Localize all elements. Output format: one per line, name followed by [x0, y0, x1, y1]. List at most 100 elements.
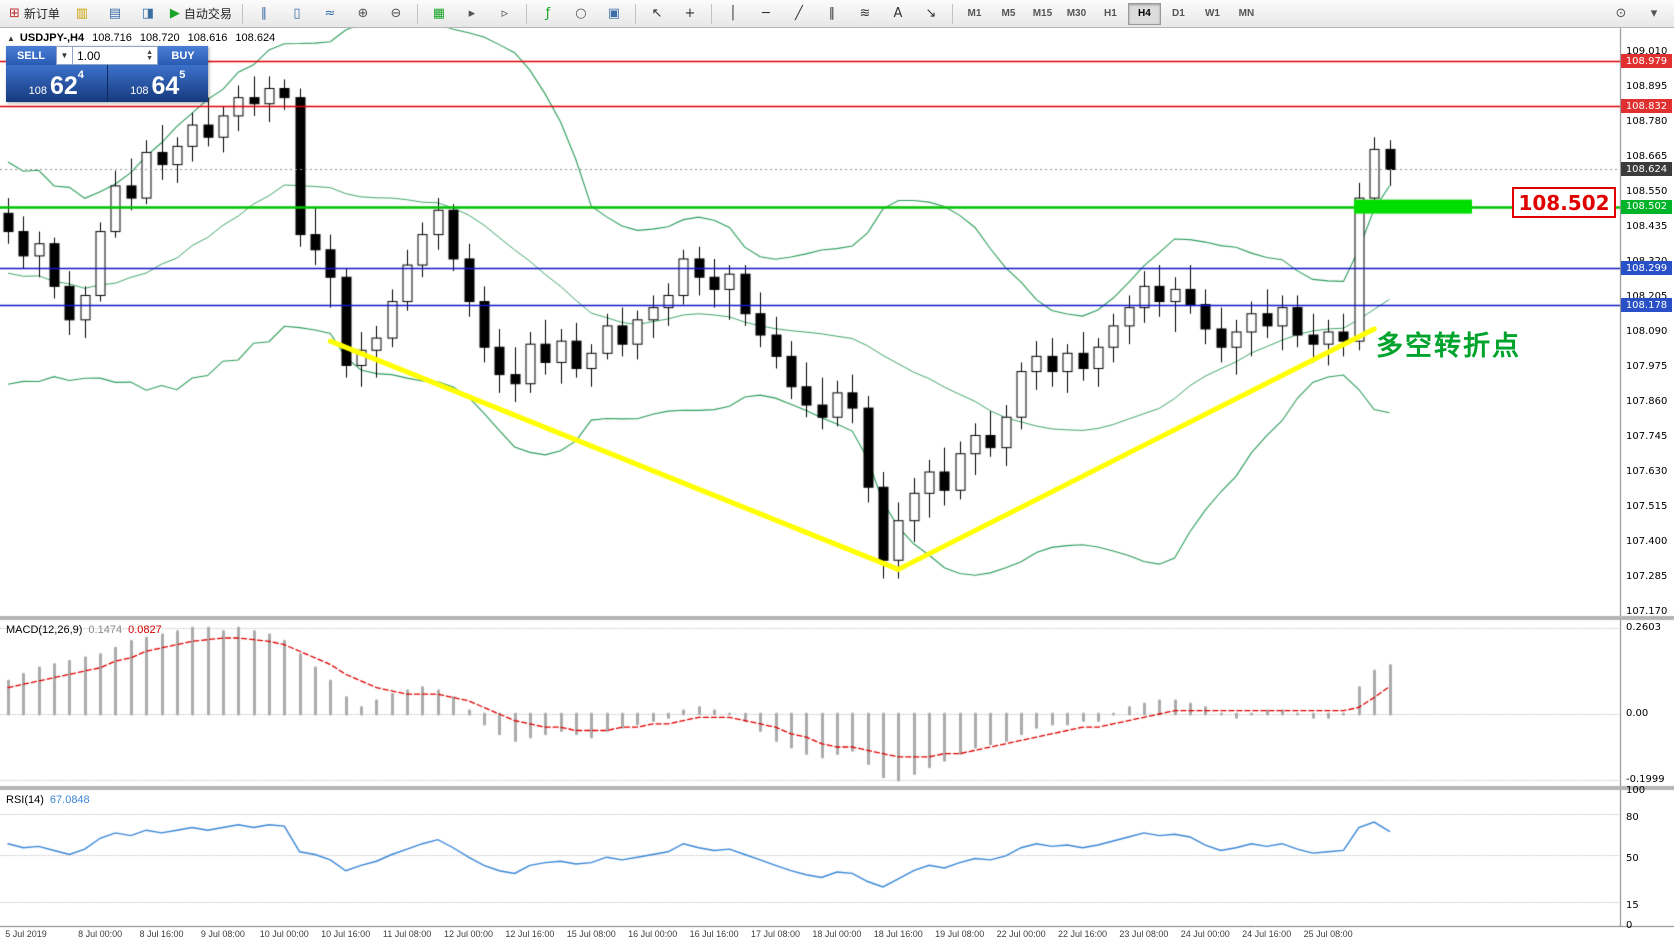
- zoom-out-button[interactable]: ⊖: [380, 2, 412, 26]
- pane-splitter[interactable]: [0, 616, 1674, 621]
- sell-price-figure: 108: [28, 85, 47, 97]
- templates-icon: ▣: [607, 6, 621, 21]
- time-axis-label: 8 Jul 16:00: [139, 929, 184, 939]
- timeframe-toolbar: M1 M5 M15 M30 H1 H4 D1 W1 MN: [958, 2, 1263, 25]
- time-axis-label: 17 Jul 08:00: [750, 929, 801, 939]
- vertical-line-icon: │: [729, 6, 737, 21]
- candlestick-chart-button[interactable]: ▯: [281, 2, 313, 26]
- toolbar-right-group: ⊙ ▾: [1605, 2, 1670, 26]
- macd-indicator-label: MACD(12,26,9) 0.1474 0.0827: [6, 624, 162, 636]
- periods-button[interactable]: ○: [565, 2, 597, 26]
- indicators-button[interactable]: ƒ: [532, 2, 564, 26]
- macd-tick-label: 0.00: [1626, 708, 1649, 719]
- fibonacci-button[interactable]: ≋: [849, 2, 881, 26]
- autotrading-label: 自动交易: [183, 7, 232, 21]
- zoom-in-button[interactable]: ⊕: [347, 2, 379, 26]
- pane-splitter[interactable]: [0, 786, 1674, 791]
- time-axis-label: 11 Jul 08:00: [382, 929, 432, 939]
- templates-button[interactable]: ▣: [598, 2, 630, 26]
- channel-button[interactable]: ∥: [816, 2, 848, 26]
- line-chart-button[interactable]: ≈: [314, 2, 346, 26]
- buy-header[interactable]: BUY: [158, 46, 208, 65]
- price-tick-label: 107.745: [1626, 431, 1668, 442]
- sell-header[interactable]: SELL: [6, 46, 56, 65]
- price-tick-label: 107.860: [1626, 396, 1668, 407]
- rsi-tick-label: 50: [1626, 852, 1639, 864]
- time-axis-label: 10 Jul 00:00: [259, 929, 309, 939]
- market-watch-button[interactable]: ▤: [99, 2, 131, 26]
- timeframe-m5-button[interactable]: M5: [1001, 8, 1016, 19]
- layout-icon: ▾: [1650, 6, 1658, 21]
- horizontal-line-button[interactable]: ─: [750, 2, 782, 26]
- navigator-button[interactable]: ◨: [132, 2, 164, 26]
- new-order-button[interactable]: ⊞ 新订单: [4, 2, 65, 26]
- price-badge-108.832: 108.832: [1621, 99, 1672, 114]
- layout-button[interactable]: ▾: [1638, 2, 1670, 26]
- collapse-panel-icon[interactable]: ▲: [7, 33, 15, 43]
- chart-window-button[interactable]: ▥: [66, 2, 98, 26]
- time-axis-label: 9 Jul 08:00: [200, 929, 245, 939]
- price-tick-label: 108.090: [1626, 326, 1668, 337]
- arrow-tool-button[interactable]: ↘: [915, 2, 947, 26]
- auto-scroll-icon: ▸: [468, 6, 476, 21]
- tile-windows-button[interactable]: ▦: [423, 2, 455, 26]
- price-tick-label: 108.780: [1626, 116, 1668, 127]
- timeframe-m1-button[interactable]: M1: [967, 8, 982, 19]
- order-type-dropdown[interactable]: ▼: [56, 46, 73, 65]
- toolbar-left-group: ⊞ 新订单 ▥ ▤ ◨ ▶ 自动交易 ∥ ▯ ≈ ⊕ ⊖ ▦ ▸ ▹ ƒ ○ ▣ ↖ + │ ─ ╱ ∥ ≋ A ↘: [4, 2, 957, 26]
- tile-windows-icon: ▦: [432, 6, 446, 21]
- trendline-button[interactable]: ╱: [783, 2, 815, 26]
- bar-open: 108.716: [92, 32, 132, 44]
- price-level-label[interactable]: 108.502: [1512, 187, 1616, 218]
- time-axis-label: 23 Jul 08:00: [1119, 929, 1169, 939]
- timeframe-h1-button[interactable]: H1: [1104, 8, 1117, 19]
- price-tick-label: 108.895: [1626, 81, 1668, 92]
- bar-low: 108.616: [187, 32, 228, 44]
- auto-scroll-button[interactable]: ▸: [456, 2, 488, 26]
- cursor-button[interactable]: ↖: [641, 2, 673, 26]
- channel-icon: ∥: [828, 6, 836, 21]
- timeframe-d1-button[interactable]: D1: [1172, 8, 1185, 19]
- timeframe-h4-button[interactable]: H4: [1127, 2, 1161, 25]
- crosshair-button[interactable]: +: [674, 2, 706, 26]
- search-button[interactable]: ⊙: [1605, 2, 1637, 26]
- timeframe-w1-button[interactable]: W1: [1204, 8, 1220, 19]
- arrow-tool-icon: ↘: [925, 6, 937, 21]
- autotrading-button[interactable]: ▶ 自动交易: [165, 2, 237, 26]
- toolbar-separator: [241, 3, 243, 24]
- navigator-icon: ◨: [141, 6, 155, 21]
- sell-button[interactable]: 108 62 4: [6, 65, 108, 102]
- turning-point-annotation[interactable]: 多空转折点: [1376, 331, 1521, 361]
- price-badge-108.299: 108.299: [1621, 261, 1672, 276]
- chart-shift-icon: ▹: [501, 6, 509, 21]
- price-badge-108.979: 108.979: [1621, 54, 1672, 69]
- toolbar: ⊞ 新订单 ▥ ▤ ◨ ▶ 自动交易 ∥ ▯ ≈ ⊕ ⊖ ▦ ▸ ▹ ƒ ○ ▣ ↖ + │ ─ ╱ ∥ ≋ A ↘ M1 M5 M15…: [0, 0, 1674, 28]
- new-order-label: 新订单: [23, 7, 60, 21]
- spin-up-icon: ▲: [146, 48, 153, 56]
- time-axis-label: 24 Jul 00:00: [1180, 929, 1230, 939]
- buy-price-point: 5: [179, 69, 186, 81]
- time-axis-label: 22 Jul 16:00: [1057, 929, 1108, 939]
- bar-chart-icon: ∥: [260, 6, 268, 21]
- toolbar-separator: [525, 3, 527, 24]
- new-order-icon: ⊞: [9, 6, 20, 21]
- price-tick-label: 107.630: [1626, 466, 1668, 477]
- chart-shift-button[interactable]: ▹: [489, 2, 521, 26]
- volume-stepper[interactable]: ▲ ▼: [146, 48, 153, 62]
- timeframe-m15-button[interactable]: M15: [1032, 8, 1053, 19]
- buy-button[interactable]: 108 64 5: [107, 65, 208, 102]
- price-tick-label: 108.550: [1626, 186, 1668, 197]
- market-watch-icon: ▤: [108, 6, 122, 21]
- spin-down-icon: ▼: [146, 54, 153, 62]
- rsi-tick-label: 80: [1626, 812, 1639, 823]
- timeframe-mn-button[interactable]: MN: [1238, 8, 1255, 19]
- line-chart-icon: ≈: [324, 6, 336, 21]
- cursor-icon: ↖: [651, 6, 663, 21]
- trendline-icon: ╱: [795, 6, 803, 21]
- bar-chart-button[interactable]: ∥: [248, 2, 280, 26]
- vertical-line-button[interactable]: │: [717, 2, 749, 26]
- text-tool-button[interactable]: A: [882, 2, 914, 26]
- timeframe-m30-button[interactable]: M30: [1066, 8, 1087, 19]
- volume-input[interactable]: 1.00 ▲ ▼: [73, 46, 158, 65]
